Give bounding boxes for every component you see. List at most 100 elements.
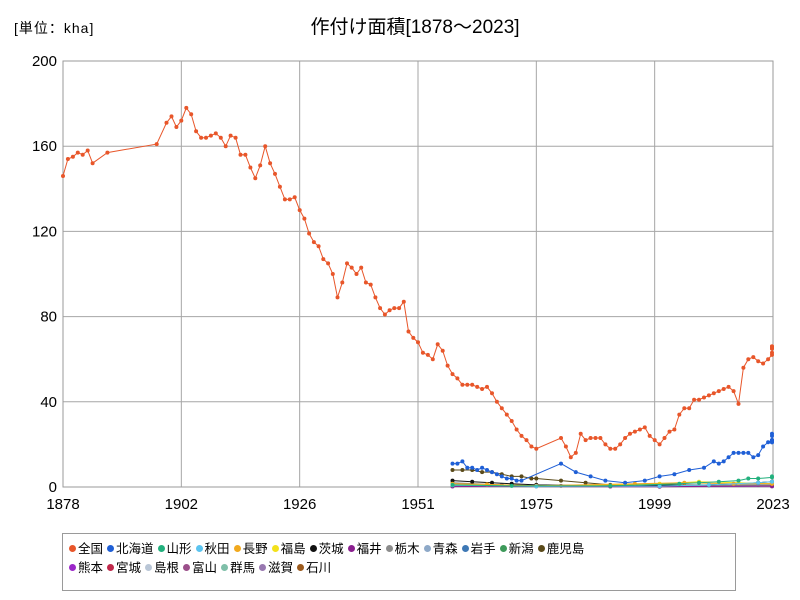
- data-point: [514, 427, 519, 432]
- data-point: [382, 312, 387, 317]
- data-point: [401, 299, 406, 304]
- data-point: [770, 431, 774, 436]
- data-point: [485, 468, 489, 472]
- legend-label: 茨城: [318, 542, 344, 556]
- legend-label: 福井: [356, 542, 382, 556]
- legend-marker: [259, 564, 267, 571]
- data-point: [637, 427, 642, 432]
- legend-item: 富山: [183, 559, 217, 578]
- data-point: [672, 472, 677, 477]
- data-point: [588, 436, 593, 440]
- legend-marker: [69, 564, 76, 571]
- data-point: [677, 481, 682, 486]
- legend-label: 鹿児島: [546, 542, 585, 556]
- data-point: [499, 474, 504, 479]
- series-全国: [61, 105, 774, 460]
- data-point: [330, 272, 335, 276]
- data-point: [359, 265, 364, 270]
- data-point: [559, 461, 563, 466]
- legend-label: 福島: [280, 542, 306, 556]
- legend-row: 熊本 宮城 島根 富山 群馬 滋賀 石川: [69, 559, 729, 578]
- data-point: [751, 455, 756, 460]
- data-point: [397, 306, 402, 311]
- data-point: [430, 357, 435, 362]
- legend-marker: [385, 545, 393, 552]
- data-point: [475, 468, 480, 472]
- legend-item: 群馬: [221, 559, 255, 578]
- data-point: [731, 450, 736, 455]
- y-axis-ticks: 0 40 80 120 160 200: [32, 53, 57, 496]
- data-point: [475, 384, 480, 389]
- legend-marker: [107, 545, 115, 552]
- chart-title: 作付け面積[1878～2023]: [310, 17, 520, 38]
- data-point: [70, 154, 75, 159]
- data-point: [504, 476, 509, 481]
- data-point: [435, 342, 440, 347]
- data-point: [687, 406, 692, 411]
- data-point: [238, 152, 243, 157]
- data-point: [657, 474, 662, 479]
- legend-label: 青森: [432, 542, 458, 556]
- data-point: [85, 148, 90, 153]
- data-point: [292, 195, 297, 200]
- legend-marker: [309, 545, 317, 552]
- data-point: [184, 105, 189, 110]
- data-point: [711, 391, 716, 396]
- data-point: [770, 344, 774, 349]
- legend-item: 栃木: [385, 540, 420, 559]
- data-point: [563, 444, 568, 449]
- data-point: [490, 470, 494, 475]
- data-point: [465, 465, 470, 470]
- data-point: [460, 382, 465, 387]
- legend-label: 石川: [306, 561, 332, 575]
- data-point: [213, 131, 218, 136]
- data-point: [573, 450, 578, 455]
- data-point: [268, 161, 273, 166]
- x-tick-label: 1951: [401, 496, 434, 513]
- legend-item: 長野: [233, 540, 268, 559]
- data-point: [682, 480, 687, 485]
- data-point: [741, 365, 746, 370]
- series-group: [61, 105, 774, 489]
- legend-marker: [107, 564, 115, 571]
- legend-label: 長野: [242, 542, 268, 556]
- data-point: [534, 484, 539, 489]
- data-point: [494, 472, 499, 477]
- data-point: [465, 382, 470, 387]
- data-point: [154, 142, 159, 147]
- data-point: [349, 265, 354, 270]
- data-point: [282, 197, 287, 202]
- y-tick-label: 160: [32, 138, 57, 155]
- legend-label: 宮城: [116, 561, 142, 575]
- data-point: [368, 282, 373, 287]
- data-point: [61, 174, 65, 178]
- data-point: [746, 476, 751, 481]
- data-point: [387, 308, 392, 313]
- legend-label: 山形: [166, 542, 192, 556]
- series-山形: [450, 474, 774, 488]
- legend-label: 滋賀: [268, 561, 294, 575]
- data-point: [263, 144, 268, 149]
- data-point: [509, 483, 514, 488]
- data-point: [233, 135, 238, 140]
- data-point: [519, 474, 524, 479]
- legend-item: 秋田: [195, 540, 230, 559]
- data-point: [179, 118, 184, 123]
- data-point: [208, 133, 213, 138]
- data-point: [223, 144, 228, 149]
- data-point: [307, 231, 312, 236]
- x-tick-label: 1999: [638, 496, 671, 513]
- data-point: [623, 480, 628, 485]
- data-point: [378, 306, 383, 311]
- data-point: [731, 389, 736, 394]
- data-point: [559, 478, 563, 483]
- data-point: [736, 401, 741, 406]
- data-point: [504, 412, 509, 417]
- data-point: [672, 427, 677, 432]
- data-point: [273, 171, 277, 176]
- data-point: [204, 135, 208, 140]
- data-point: [652, 438, 657, 443]
- legend-label: 北海道: [116, 542, 154, 556]
- x-axis-ticks: 1878 1902 1926 1951 1975 1999 2023: [46, 496, 789, 513]
